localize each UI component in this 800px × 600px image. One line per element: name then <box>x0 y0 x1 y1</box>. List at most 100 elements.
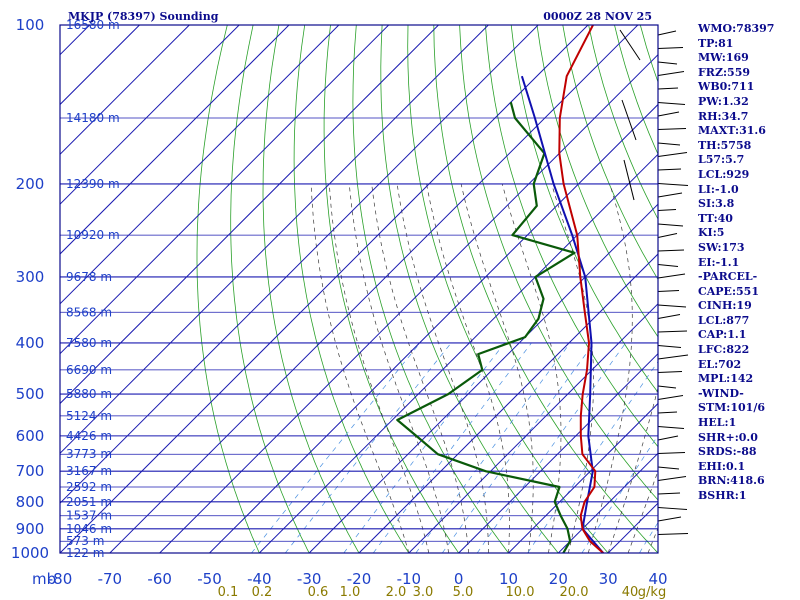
height-label: 6690 m <box>66 363 112 377</box>
wind-barb <box>657 168 682 171</box>
wind-barb <box>657 47 684 49</box>
mixing-ratio-line <box>285 342 452 553</box>
index-item: -PARCEL- <box>698 270 758 284</box>
wind-barb <box>657 273 686 279</box>
mixing-ratio-label: 0.6 <box>308 585 329 600</box>
mixing-ratio-label: 5.0 <box>453 585 474 600</box>
wind-barb <box>657 507 688 510</box>
wind-barb <box>657 192 683 198</box>
wind-barb <box>623 159 635 201</box>
height-label: 2051 m <box>66 495 112 509</box>
temperature-tick-label: 40 <box>648 570 667 588</box>
pressure-label: 100 <box>16 16 45 34</box>
dry-adiabat <box>433 25 658 553</box>
wind-barbs <box>619 29 689 535</box>
wind-barb <box>657 345 682 348</box>
height-label: 122 m <box>66 546 104 560</box>
height-label: 1537 m <box>66 509 112 523</box>
pressure-label: 700 <box>16 462 45 480</box>
mixing-ratio-label: 2.0 <box>386 585 407 600</box>
temperature-tick-label: 0 <box>454 570 464 588</box>
index-item: BSHR:1 <box>698 489 747 502</box>
station-title: MKJP (78397) Sounding <box>68 10 219 23</box>
wind-barb <box>657 71 685 76</box>
index-item: CAPE:551 <box>698 284 759 298</box>
wind-barb <box>657 102 686 105</box>
sounding-time: 0000Z 28 NOV 25 <box>543 10 652 23</box>
moist-adiabat <box>587 183 633 553</box>
index-item: HEL:1 <box>698 416 737 430</box>
mixing-ratio-label: 0.2 <box>252 585 273 600</box>
height-label: 16580 m <box>66 18 120 32</box>
index-item: EI:-1.1 <box>698 255 740 269</box>
temperature-tick-label: -40 <box>247 570 272 588</box>
index-item: CAP:1.1 <box>698 328 747 342</box>
parcel-profile <box>520 75 604 553</box>
moist-adiabat <box>426 183 510 553</box>
index-item: SW:173 <box>698 240 745 254</box>
wind-barb <box>657 304 687 308</box>
isotherm <box>60 25 290 255</box>
mixing-ratio-line <box>415 342 571 553</box>
index-item: PW:1.32 <box>698 94 749 108</box>
dry-adiabat <box>230 25 310 553</box>
index-item: LFC:822 <box>698 343 750 357</box>
height-label: 4426 m <box>66 429 112 443</box>
pressure-label: 400 <box>16 334 45 352</box>
wind-barb <box>657 152 688 157</box>
height-label: 8568 m <box>66 305 112 319</box>
index-item: LI:-1.0 <box>698 182 739 196</box>
index-item: MPL:142 <box>698 372 754 386</box>
wind-barb <box>657 233 678 238</box>
pressure-label: 300 <box>16 268 45 286</box>
wind-barb <box>657 516 682 522</box>
wind-barb <box>657 354 689 360</box>
height-label: 7580 m <box>66 336 112 350</box>
isotherm <box>60 25 489 455</box>
index-item: RH:34.7 <box>698 109 749 123</box>
index-item: SI:3.8 <box>698 197 735 211</box>
height-label: 10920 m <box>66 228 120 242</box>
isotherm <box>408 303 658 553</box>
mixing-ratio-label: 40 <box>622 585 639 600</box>
temperature-profile <box>558 25 604 553</box>
wind-barb <box>657 452 686 454</box>
isotherm <box>60 25 589 553</box>
wind-barb <box>657 426 685 429</box>
height-label: 5124 m <box>66 409 112 423</box>
moist-adiabat <box>627 470 658 553</box>
index-item: FRZ:559 <box>698 65 751 79</box>
dry-adiabat <box>352 25 509 553</box>
moist-adiabat <box>460 183 534 553</box>
mixing-ratio-label: 1.0 <box>340 585 361 600</box>
isotherm <box>358 253 658 553</box>
index-panel: WMO:78397 TP:81 MW:169 FRZ:559 WB0:711 PW:1.3… <box>698 22 798 504</box>
grid-layer <box>60 25 658 553</box>
isotherm <box>209 103 658 553</box>
wind-barb <box>657 395 684 400</box>
isotherm <box>458 352 658 553</box>
wind-barb <box>657 476 687 481</box>
mixing-ratio-line <box>527 361 658 553</box>
index-item: EL:702 <box>698 357 742 371</box>
isotherm <box>60 25 340 305</box>
index-item: EHI:0.1 <box>698 459 746 473</box>
wind-barb <box>657 466 680 470</box>
temperature-tick-label: -10 <box>397 570 422 588</box>
pressure-label: 900 <box>16 520 45 538</box>
height-label: 12390 m <box>66 177 120 191</box>
isotherm <box>159 53 658 553</box>
index-item: WMO:78397 <box>698 22 775 35</box>
height-label: 2592 m <box>66 480 112 494</box>
height-label: 3773 m <box>66 447 112 461</box>
mixing-ratio-label: g/kg <box>638 585 666 600</box>
index-item: WB0:711 <box>698 80 755 94</box>
isotherm <box>258 153 658 553</box>
pressure-label: 800 <box>16 493 45 511</box>
moist-adiabat <box>501 183 562 553</box>
mixing-ratio-label: 3.0 <box>413 585 434 600</box>
wind-barb <box>657 61 678 65</box>
isotherm <box>508 402 658 553</box>
